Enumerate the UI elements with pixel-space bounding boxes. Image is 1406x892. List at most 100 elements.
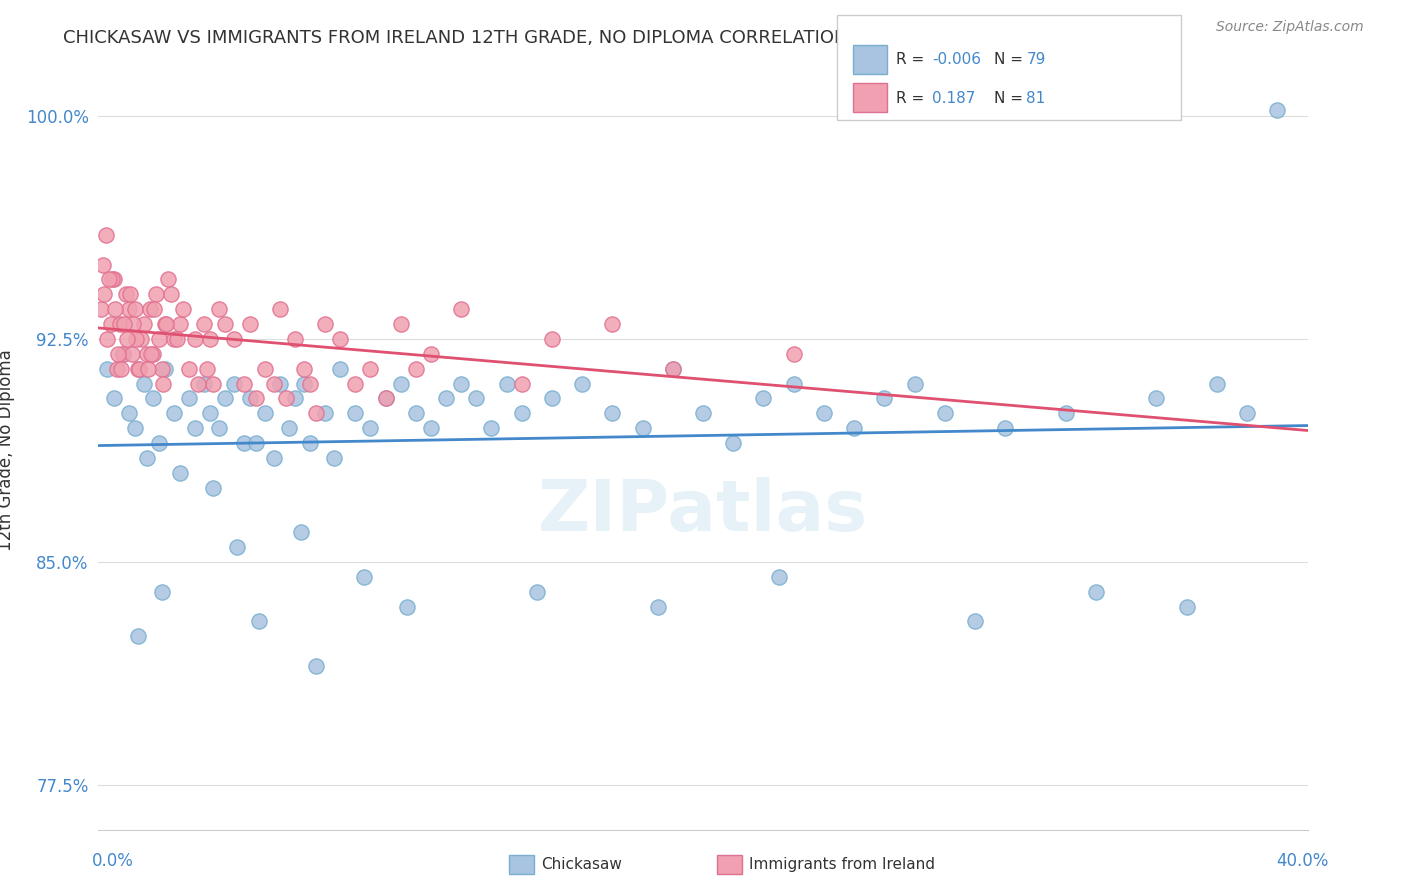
Point [202, 481, 225, 495]
Point [124, 302, 146, 317]
Text: Immigrants from Ireland: Immigrants from Ireland [749, 857, 935, 871]
Point [163, 332, 186, 346]
Point [179, 361, 201, 376]
Point [269, 302, 291, 317]
Point [571, 376, 593, 391]
Point [142, 347, 165, 361]
Point [172, 302, 194, 317]
Point [389, 376, 412, 391]
Point [844, 421, 866, 435]
Point [169, 466, 191, 480]
Point [150, 584, 173, 599]
Point [100, 317, 122, 331]
Point [292, 361, 315, 376]
Text: -0.006: -0.006 [932, 53, 981, 67]
Point [101, 272, 124, 286]
Point [540, 392, 562, 406]
Point [139, 302, 162, 317]
Point [115, 332, 138, 346]
Point [495, 376, 517, 391]
Point [184, 332, 207, 346]
Point [723, 436, 745, 450]
Point [110, 361, 132, 376]
Point [290, 525, 312, 540]
Point [253, 361, 276, 376]
Point [91, 258, 114, 272]
Point [299, 376, 322, 391]
Point [98, 272, 121, 286]
Point [450, 376, 472, 391]
Point [510, 376, 533, 391]
Point [329, 332, 352, 346]
Point [155, 317, 177, 331]
Point [105, 361, 128, 376]
Point [195, 361, 218, 376]
Point [153, 361, 176, 376]
Point [152, 376, 174, 391]
Point [299, 436, 322, 450]
Point [813, 406, 835, 420]
Point [114, 287, 136, 301]
Point [292, 376, 315, 391]
Point [274, 392, 297, 406]
Text: N =: N = [994, 91, 1028, 105]
Point [121, 347, 143, 361]
Point [247, 615, 270, 629]
Point [526, 584, 548, 599]
Text: 0.187: 0.187 [932, 91, 976, 105]
Point [193, 317, 215, 331]
Point [125, 332, 148, 346]
Point [344, 376, 367, 391]
Point [752, 392, 775, 406]
Point [136, 361, 159, 376]
Point [510, 406, 533, 420]
Point [127, 361, 149, 376]
Point [873, 392, 896, 406]
Point [111, 347, 134, 361]
Point [631, 421, 654, 435]
Point [1175, 599, 1198, 614]
Point [118, 406, 141, 420]
Point [132, 317, 155, 331]
Point [135, 347, 157, 361]
Point [353, 570, 375, 584]
Point [94, 227, 117, 242]
Point [208, 302, 231, 317]
Point [160, 287, 183, 301]
Point [208, 421, 231, 435]
Point [179, 392, 201, 406]
Point [481, 421, 503, 435]
Point [169, 317, 191, 331]
Point [360, 361, 382, 376]
Point [226, 540, 249, 554]
Point [166, 332, 188, 346]
Text: 40.0%: 40.0% [1277, 852, 1329, 870]
Point [90, 302, 112, 317]
Point [602, 317, 624, 331]
Text: ZIPatlas: ZIPatlas [538, 476, 868, 546]
Point [128, 361, 150, 376]
Point [153, 317, 176, 331]
Point [214, 317, 236, 331]
Point [103, 392, 125, 406]
Point [93, 287, 115, 301]
Point [389, 317, 412, 331]
Point [269, 376, 291, 391]
Point [904, 376, 927, 391]
Point [112, 317, 135, 331]
Point [111, 347, 134, 361]
Point [329, 361, 352, 376]
Point [284, 392, 307, 406]
Point [661, 361, 683, 376]
Point [107, 347, 129, 361]
Point [96, 361, 118, 376]
Point [148, 332, 170, 346]
Point [200, 406, 222, 420]
Point [305, 659, 328, 673]
Point [314, 317, 336, 331]
Point [420, 421, 443, 435]
Point [253, 406, 276, 420]
Point [96, 332, 118, 346]
Text: Source: ZipAtlas.com: Source: ZipAtlas.com [1216, 20, 1364, 34]
Point [245, 436, 267, 450]
